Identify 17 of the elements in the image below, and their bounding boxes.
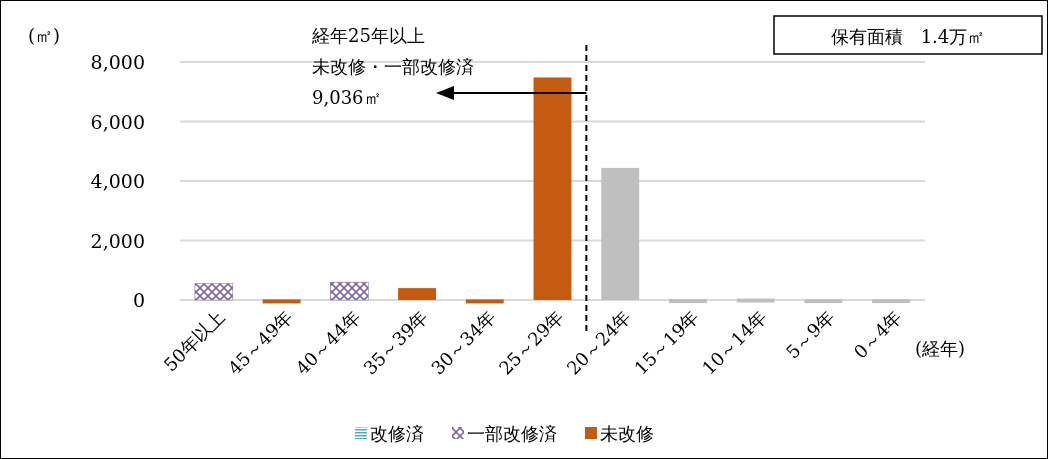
text: 経年25年以上	[311, 25, 425, 46]
legend-label: 改修済	[370, 423, 424, 444]
x-tick-label: 5～9年	[781, 305, 839, 363]
y-tick-label: 2,000	[90, 229, 145, 252]
legend-label: 一部改修済	[467, 423, 557, 444]
y-tick-label: 8,000	[90, 51, 145, 73]
y-tick-label: 6,000	[90, 110, 145, 133]
legend-label: 未改修	[600, 423, 654, 444]
text: 保有面積 1.4万㎡	[830, 26, 986, 47]
annotation: 9,036㎡	[312, 87, 382, 108]
x-tick-label: 50年以上	[159, 305, 229, 376]
y-axis-title: (㎡)	[28, 25, 61, 46]
x-tick-label: 0～4年	[849, 305, 906, 363]
annotation: 未改修・一部改修済	[312, 56, 474, 77]
y-tick-label: 4,000	[90, 170, 145, 192]
y-tick-label: 0	[132, 289, 145, 311]
x-axis-title: (経年)	[915, 338, 966, 359]
